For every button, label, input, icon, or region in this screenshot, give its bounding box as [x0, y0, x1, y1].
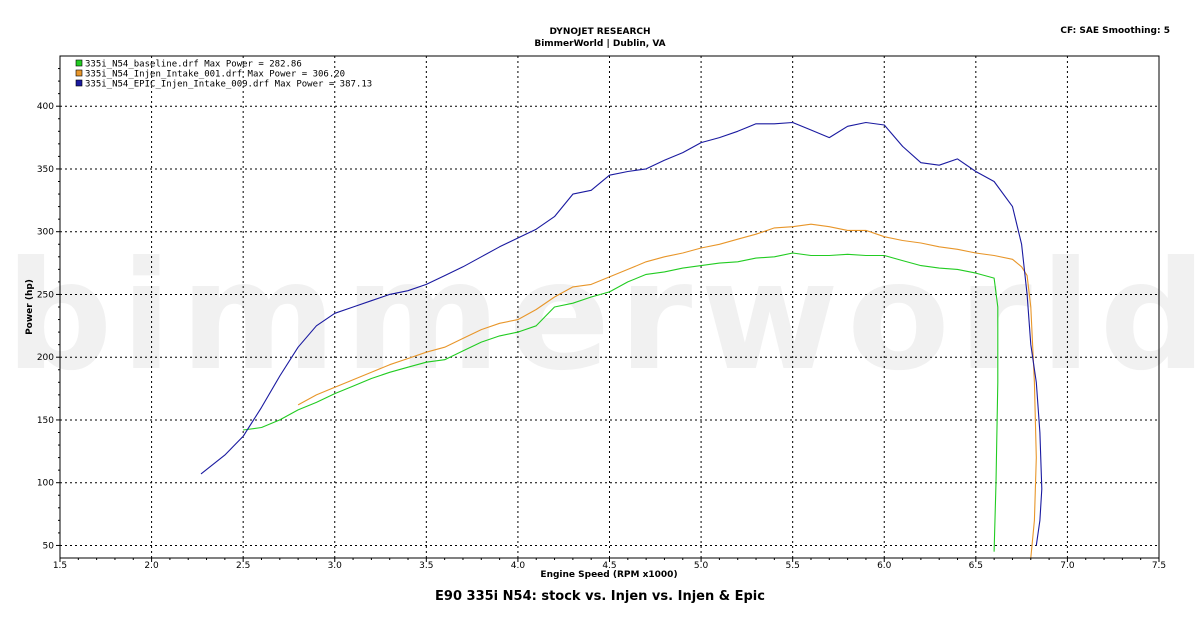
legend-label-1: 335i_N54_baseline.drf Max Power = 282.86	[85, 60, 302, 70]
x-tick-label: 3.0	[328, 561, 343, 571]
report-title: DYNOJET RESEARCH	[549, 27, 651, 37]
legend: 335i_N54_baseline.drf Max Power = 282.86…	[75, 59, 372, 90]
y-tick-label: 350	[37, 165, 54, 175]
legend-swatch-1	[75, 59, 83, 67]
x-tick-label: 2.0	[144, 561, 159, 571]
series-line-1	[243, 252, 999, 552]
x-tick-label: 6.5	[969, 561, 983, 571]
series-line-2	[297, 223, 1037, 558]
legend-swatch-2	[75, 69, 83, 77]
x-tick-label: 4.5	[602, 561, 616, 571]
x-tick-label: 7.5	[1152, 561, 1166, 571]
y-tick-label: 100	[37, 479, 54, 489]
x-tick-label: 5.5	[786, 561, 800, 571]
y-tick-label: 300	[37, 228, 54, 238]
x-tick-label: 4.0	[511, 561, 526, 571]
x-tick-label: 5.0	[694, 561, 709, 571]
y-tick-label: 200	[37, 353, 54, 363]
x-axis-label: Engine Speed (RPM x1000)	[540, 570, 677, 580]
y-tick-label: 50	[43, 541, 55, 551]
chart-caption: E90 335i N54: stock vs. Injen vs. Injen …	[435, 589, 765, 604]
y-tick-label: 250	[37, 290, 54, 300]
y-axis-label: Power (hp)	[25, 279, 35, 335]
x-tick-label: 1.5	[53, 561, 67, 571]
legend-swatch-3	[75, 79, 83, 87]
legend-label-3: 335i_N54_EPIC_Injen_Intake_009.drf Max P…	[85, 80, 372, 90]
watermark-text: bimmerworld	[5, 230, 1200, 404]
report-subtitle: BimmerWorld | Dublin, VA	[534, 39, 666, 49]
y-tick-label: 400	[37, 102, 54, 112]
y-tick-label: 150	[37, 416, 54, 426]
legend-label-2: 335i_N54_Injen_Intake_001.drf Max Power …	[85, 70, 345, 80]
x-tick-label: 6.0	[877, 561, 892, 571]
x-tick-label: 2.5	[236, 561, 250, 571]
correction-info: CF: SAE Smoothing: 5	[1060, 26, 1170, 36]
x-tick-label: 3.5	[419, 561, 433, 571]
x-tick-label: 7.0	[1060, 561, 1075, 571]
series-line-3	[200, 121, 1043, 546]
